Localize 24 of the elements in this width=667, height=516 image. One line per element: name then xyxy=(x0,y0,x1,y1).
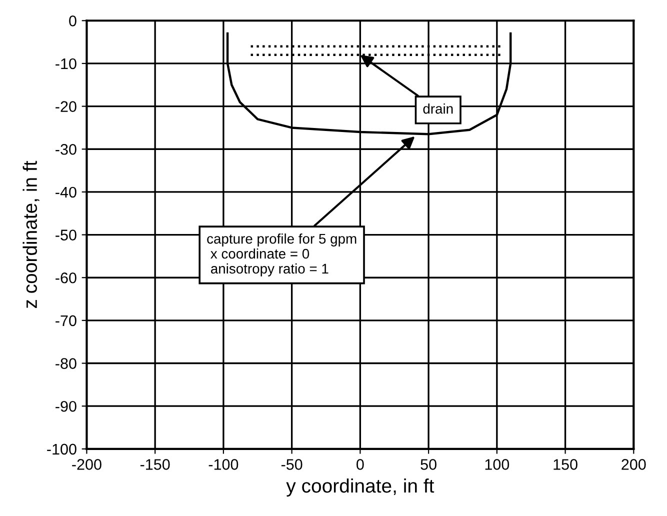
y-tick-label: -10 xyxy=(56,58,76,70)
y-tick-label: -20 xyxy=(56,101,76,112)
y-tick-label: 0 xyxy=(69,16,76,26)
x-tick-label: 150 xyxy=(554,459,578,470)
x-tick-label: 100 xyxy=(485,459,510,470)
y-axis-title: z coordinate, in ft xyxy=(22,160,40,308)
x-tick-label: -100 xyxy=(208,459,238,470)
x-axis-title: y coordinate, in ft xyxy=(286,478,434,497)
y-tick-label: -50 xyxy=(56,230,76,240)
y-tick-label: -70 xyxy=(56,315,76,326)
y-tick-label: -60 xyxy=(56,272,76,284)
annotation: capture profile for 5 gpm x coordinate = 0 anisotropy ratio = 1 xyxy=(207,234,356,276)
x-tick-label: 50 xyxy=(420,459,436,470)
x-tick-label: 200 xyxy=(622,459,646,470)
y-tick-label: -90 xyxy=(56,400,76,412)
x-tick-label: -150 xyxy=(140,459,170,470)
x-tick-label: -200 xyxy=(72,459,102,470)
y-tick-label: -100 xyxy=(47,444,76,455)
annotation: drain xyxy=(423,104,453,114)
x-tick-label: 0 xyxy=(356,459,364,470)
y-tick-label: -80 xyxy=(56,358,76,369)
x-tick-label: -50 xyxy=(281,459,302,470)
y-tick-label: -30 xyxy=(56,144,76,155)
y-tick-label: -40 xyxy=(56,186,76,198)
